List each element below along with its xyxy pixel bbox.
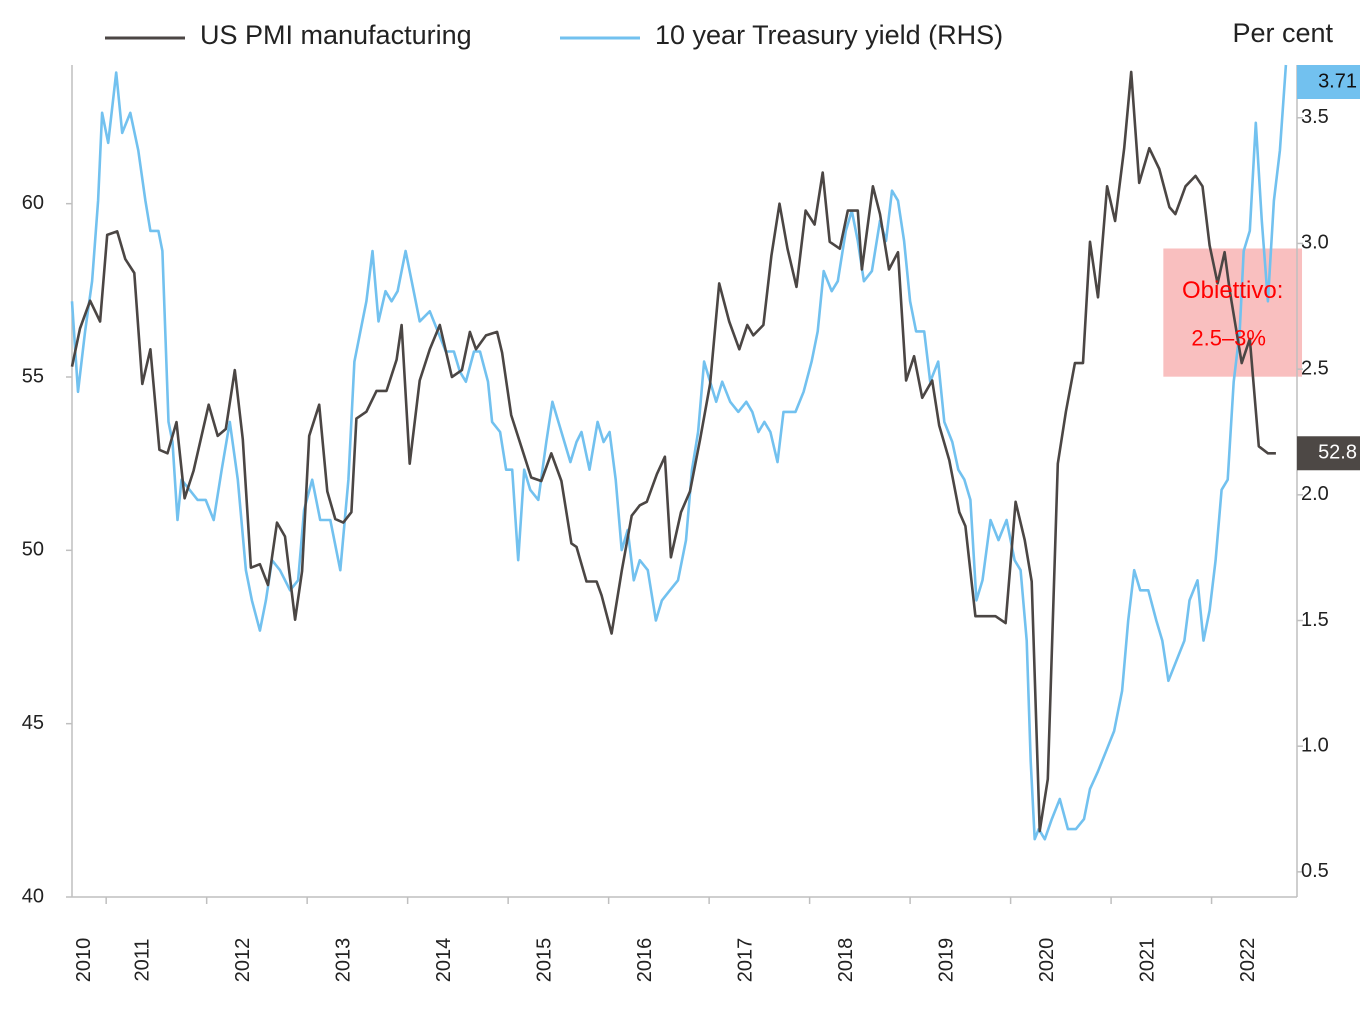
x-tick-label: 2016 — [634, 938, 656, 983]
y-tick-label: 40 — [22, 885, 44, 907]
x-tick-label: 2018 — [835, 938, 857, 983]
y2-tick-label: 2.5 — [1301, 357, 1329, 379]
end-badge-label: 3.71 — [1318, 70, 1357, 92]
x-tick-label: 2014 — [433, 938, 455, 983]
series-line — [70, 64, 1288, 841]
right-axis-title: Per cent — [1232, 18, 1333, 48]
x-tick-label: 2011 — [131, 938, 153, 981]
x-tick-label: 2020 — [1036, 938, 1058, 983]
y2-tick-label: 3.0 — [1301, 232, 1329, 254]
end-badge — [1297, 436, 1360, 471]
y-tick-label: 50 — [22, 539, 44, 561]
x-tick-label: 2022 — [1237, 938, 1259, 983]
legend-label: 10 year Treasury yield (RHS) — [655, 20, 1003, 50]
y-tick-label: 60 — [22, 192, 44, 214]
y2-tick-label: 1.5 — [1301, 609, 1329, 631]
y2-tick-label: 1.0 — [1301, 734, 1329, 756]
legend-label: US PMI manufacturing — [200, 20, 472, 50]
y2-tick-label: 0.5 — [1301, 860, 1329, 882]
y-tick-label: 55 — [22, 365, 44, 387]
end-badge-label: 52.8 — [1318, 442, 1357, 464]
y2-tick-label: 2.0 — [1301, 483, 1329, 505]
x-tick-label: 2013 — [332, 938, 354, 983]
target-label: Obiettivo: — [1182, 277, 1283, 304]
x-tick-label: 2021 — [1136, 938, 1158, 983]
y-tick-label: 45 — [22, 712, 44, 734]
x-tick-label: 2017 — [734, 938, 756, 983]
x-tick-label: 2010 — [73, 938, 95, 983]
x-tick-label: 2019 — [935, 938, 957, 983]
end-badge — [1297, 65, 1360, 99]
x-tick-label: 2012 — [232, 938, 254, 983]
target-label: 2.5–3% — [1191, 325, 1266, 350]
series-line — [70, 70, 1276, 833]
x-tick-label: 2015 — [533, 938, 555, 983]
y2-tick-label: 3.5 — [1301, 106, 1329, 128]
